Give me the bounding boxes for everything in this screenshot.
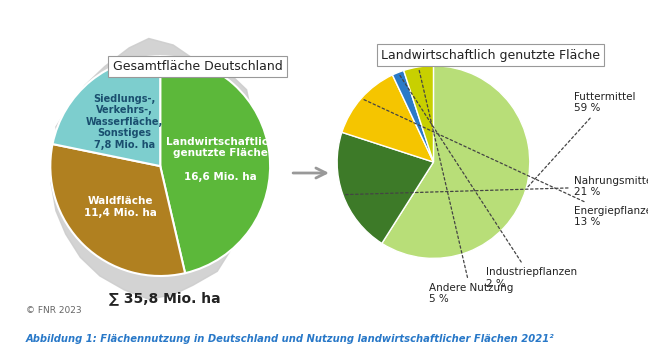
Text: Energiepflanzen
13 %: Energiepflanzen 13 %	[364, 100, 648, 227]
Wedge shape	[382, 66, 530, 258]
Wedge shape	[52, 56, 160, 166]
Text: ∑ 35,8 Mio. ha: ∑ 35,8 Mio. ha	[109, 291, 221, 306]
Wedge shape	[51, 144, 185, 276]
Text: Andere Nutzung
5 %: Andere Nutzung 5 %	[419, 70, 513, 304]
Wedge shape	[337, 132, 434, 243]
Text: Futtermittel
59 %: Futtermittel 59 %	[528, 92, 635, 187]
Text: Abbildung 1: Flächennutzung in Deutschland und Nutzung landwirtschaftlicher Fläc: Abbildung 1: Flächennutzung in Deutschla…	[26, 334, 555, 344]
Wedge shape	[342, 75, 434, 162]
Text: © FNR 2023: © FNR 2023	[26, 306, 82, 315]
Text: Landwirtschaftlich
genutzte Fläche

16,6 Mio. ha: Landwirtschaftlich genutzte Fläche 16,6 …	[166, 137, 275, 182]
Text: Landwirtschaftlich genutzte Fläche: Landwirtschaftlich genutzte Fläche	[381, 49, 600, 62]
Text: Industriepflanzen
2 %: Industriepflanzen 2 %	[400, 75, 577, 289]
Wedge shape	[404, 66, 434, 162]
Polygon shape	[51, 38, 257, 299]
Text: Waldfläche
11,4 Mio. ha: Waldfläche 11,4 Mio. ha	[84, 196, 157, 218]
Text: Nahrungsmittel
21 %: Nahrungsmittel 21 %	[345, 176, 648, 197]
Wedge shape	[393, 71, 434, 162]
Text: Siedlungs-,
Verkehrs-,
Wasserfläche,
Sonstiges
7,8 Mio. ha: Siedlungs-, Verkehrs-, Wasserfläche, Son…	[86, 94, 163, 150]
Text: Gesamtfläche Deutschland: Gesamtfläche Deutschland	[113, 60, 283, 73]
Wedge shape	[160, 56, 270, 273]
